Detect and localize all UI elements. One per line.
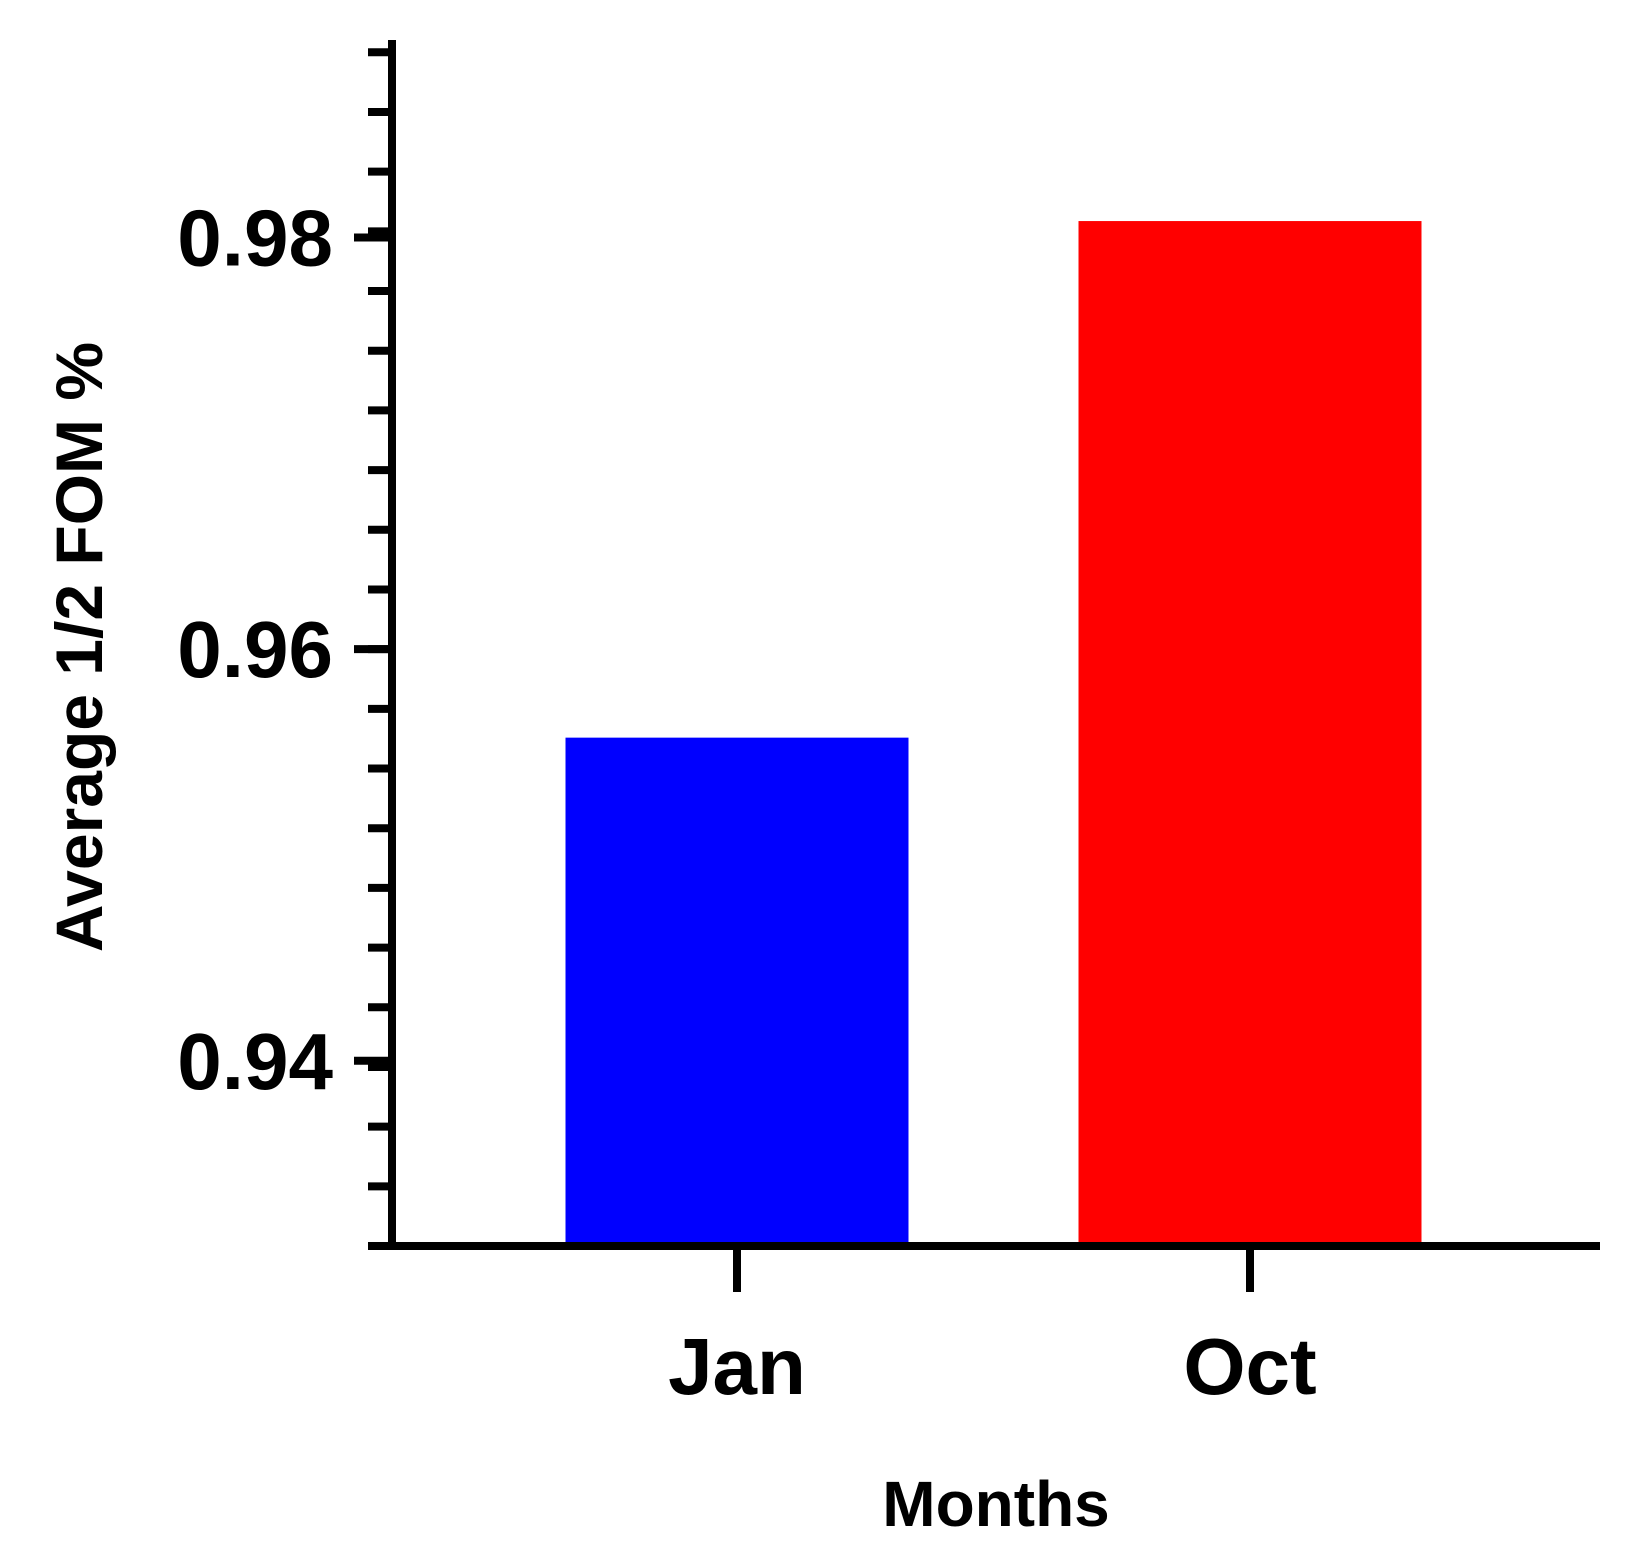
bar-jan	[565, 737, 909, 1246]
x-axis-ticks: Jan Oct	[668, 1246, 1317, 1411]
y-axis-label: Average 1/2 FOM %	[42, 342, 116, 952]
y-tick-label: 0.98	[177, 194, 333, 283]
bar-oct	[1078, 221, 1422, 1247]
y-tick-label: 0.96	[177, 605, 333, 694]
x-axis-label: Months	[882, 1468, 1110, 1540]
x-tick-label: Oct	[1183, 1322, 1316, 1411]
y-axis-ticks: 0.94 0.96 0.98	[177, 48, 392, 1250]
y-tick-label: 0.94	[177, 1017, 333, 1106]
x-tick-label: Jan	[668, 1322, 806, 1411]
bars	[565, 221, 1422, 1247]
